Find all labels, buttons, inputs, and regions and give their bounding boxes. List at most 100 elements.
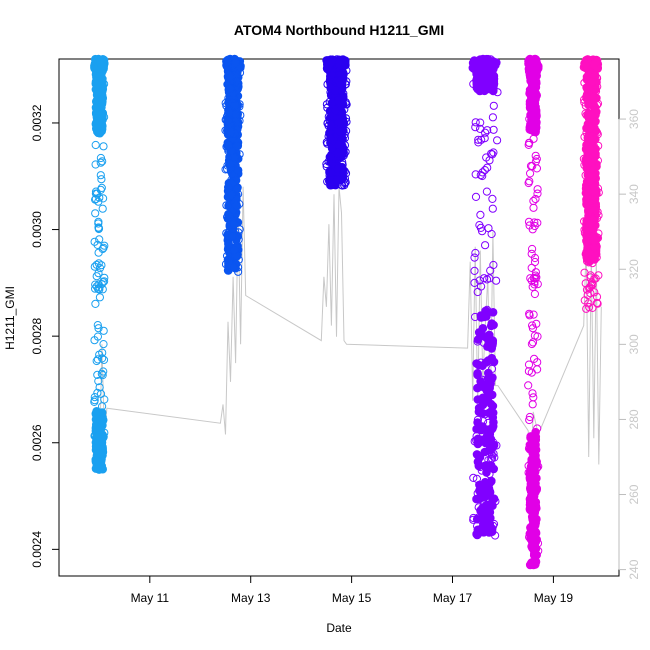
data-point	[529, 463, 538, 473]
data-point	[331, 105, 340, 114]
data-point	[490, 453, 499, 462]
data-point	[482, 187, 491, 196]
data-point	[587, 77, 596, 86]
data-point	[473, 530, 482, 539]
x-tick-label: May 19	[534, 591, 574, 605]
data-point	[327, 122, 336, 131]
data-point	[476, 171, 485, 180]
data-point	[474, 407, 484, 417]
data-point	[471, 123, 480, 132]
data-point	[99, 326, 108, 335]
data-point	[473, 369, 482, 378]
data-point	[336, 127, 346, 136]
data-point	[333, 164, 342, 173]
y2-tick-label: 280	[627, 409, 641, 429]
data-point	[473, 78, 482, 87]
data-point	[524, 360, 534, 369]
data-point	[530, 289, 540, 299]
data-point	[528, 492, 537, 502]
data-point	[586, 144, 595, 154]
data-point	[331, 86, 340, 95]
data-point	[96, 416, 106, 425]
data-point	[338, 57, 348, 66]
data-point	[533, 365, 542, 374]
data-point	[475, 276, 484, 285]
data-point	[531, 432, 541, 442]
data-point	[525, 177, 534, 186]
x-axis-label: Date	[326, 621, 352, 635]
x-tick-label: May 11	[131, 591, 170, 605]
data-point	[532, 484, 541, 493]
data-point	[230, 153, 239, 162]
data-point	[225, 84, 235, 94]
data-point	[91, 140, 100, 150]
data-point	[588, 280, 597, 289]
data-point	[483, 426, 492, 436]
data-point	[94, 269, 103, 278]
data-point	[582, 236, 591, 246]
data-point	[223, 140, 233, 150]
data-point	[528, 389, 537, 398]
data-point	[528, 282, 537, 291]
data-point	[528, 113, 538, 123]
y2-tick-label: 340	[627, 184, 641, 204]
data-point	[94, 377, 103, 386]
data-point	[98, 157, 107, 166]
series-5	[524, 54, 543, 570]
data-point	[334, 140, 343, 150]
data-point	[485, 487, 495, 497]
data-point	[473, 457, 483, 467]
y-tick-label: 0.0024	[30, 531, 44, 568]
data-point	[91, 103, 101, 112]
data-point	[529, 541, 539, 551]
data-point	[487, 229, 496, 239]
data-point	[590, 182, 599, 192]
data-point	[91, 209, 100, 218]
data-point	[99, 278, 108, 287]
data-point	[470, 266, 479, 275]
data-point	[95, 193, 104, 202]
data-point	[473, 418, 482, 427]
data-point	[584, 299, 593, 308]
data-point	[95, 293, 105, 302]
data-point	[533, 185, 542, 194]
x-tick-label: May 13	[231, 591, 271, 605]
data-point	[97, 261, 106, 270]
data-point	[224, 183, 233, 192]
data-point	[472, 450, 482, 459]
data-point	[94, 197, 103, 206]
data-point	[533, 280, 542, 289]
data-point	[334, 118, 344, 127]
data-point	[475, 86, 485, 96]
data-point	[91, 280, 100, 289]
data-point	[584, 248, 594, 257]
data-point	[227, 190, 236, 200]
data-point	[485, 274, 494, 283]
data-point	[336, 80, 346, 89]
data-point	[93, 388, 102, 397]
data-point	[93, 370, 102, 379]
data-point	[223, 116, 233, 126]
series-4	[468, 54, 502, 540]
data-point	[473, 287, 482, 297]
y-axis-label: H1211_GMI	[3, 286, 17, 350]
data-point	[483, 163, 492, 172]
data-point	[588, 135, 598, 144]
data-point	[96, 389, 106, 398]
data-point	[98, 204, 107, 213]
x-axis: May 11 May 13 May 15 May 17 May 19	[131, 575, 574, 605]
data-point	[476, 118, 485, 127]
data-point	[475, 480, 484, 490]
data-point	[581, 60, 590, 69]
data-point	[325, 168, 335, 177]
data-point	[531, 518, 541, 528]
data-point	[97, 462, 106, 472]
data-point	[94, 259, 103, 268]
data-point	[489, 357, 499, 367]
data-point	[529, 80, 539, 89]
data-point	[95, 424, 105, 434]
data-point	[95, 448, 104, 458]
data-point	[91, 284, 100, 293]
series-2	[221, 54, 245, 276]
data-point	[526, 63, 536, 72]
